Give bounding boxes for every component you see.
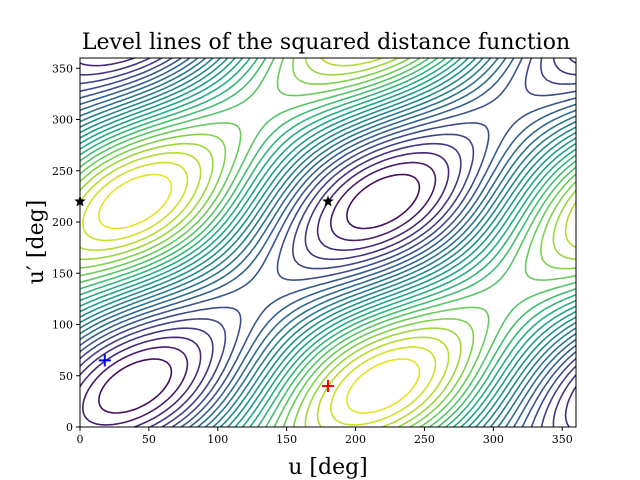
x-tick-label: 0 bbox=[77, 433, 84, 446]
contour-level bbox=[80, 58, 576, 427]
y-axis-label: u′ [deg] bbox=[24, 200, 49, 285]
contour-level bbox=[80, 58, 576, 427]
y-tick-label: 350 bbox=[52, 62, 73, 75]
y-tick-label: 0 bbox=[66, 421, 73, 434]
y-tick-label: 100 bbox=[52, 319, 73, 332]
x-tick-label: 250 bbox=[414, 433, 435, 446]
contour-level bbox=[80, 58, 576, 427]
contour-level bbox=[80, 58, 576, 427]
contour-level bbox=[80, 58, 576, 427]
minimum-marker bbox=[98, 354, 111, 367]
plot-frame bbox=[79, 57, 577, 428]
x-tick-label: 200 bbox=[345, 433, 366, 446]
y-tick-label: 300 bbox=[52, 114, 73, 127]
x-tick-label: 50 bbox=[142, 433, 156, 446]
contour-level bbox=[80, 58, 576, 427]
contour-level bbox=[80, 58, 576, 427]
contour-level bbox=[80, 58, 576, 427]
contour-level bbox=[80, 58, 576, 427]
y-tick-label: 50 bbox=[59, 370, 73, 383]
contour-lines bbox=[80, 58, 576, 427]
y-tick-label: 200 bbox=[52, 216, 73, 229]
contour-level bbox=[80, 58, 576, 427]
maximum-marker bbox=[322, 380, 334, 392]
y-tick-label: 150 bbox=[52, 267, 73, 280]
contour-level bbox=[80, 58, 576, 427]
x-tick-label: 100 bbox=[207, 433, 228, 446]
saddle-marker bbox=[322, 195, 334, 207]
x-axis-ticks: 0 50 100 150 200 250 300 350 bbox=[77, 427, 573, 446]
contour-level bbox=[80, 58, 576, 427]
chart-title: Level lines of the squared distance func… bbox=[82, 30, 570, 55]
contour-level bbox=[80, 58, 576, 427]
contour-level bbox=[98, 173, 421, 414]
y-tick-label: 250 bbox=[52, 165, 73, 178]
contour-level bbox=[80, 58, 576, 427]
contour-level bbox=[98, 173, 421, 414]
contour-level bbox=[82, 161, 437, 426]
x-axis-label: u [deg] bbox=[288, 455, 368, 480]
contour-level bbox=[80, 58, 576, 427]
contour-level bbox=[80, 58, 576, 427]
x-tick-label: 350 bbox=[552, 433, 573, 446]
contour-level bbox=[80, 58, 576, 427]
contour-level bbox=[80, 58, 576, 427]
contour-level bbox=[82, 161, 437, 426]
contour-level bbox=[80, 58, 576, 427]
x-tick-label: 300 bbox=[483, 433, 504, 446]
y-axis-ticks: 0 50 100 150 200 250 300 350 bbox=[52, 62, 80, 434]
contour-level bbox=[80, 58, 576, 427]
x-tick-label: 150 bbox=[276, 433, 297, 446]
contour-level bbox=[80, 58, 576, 427]
